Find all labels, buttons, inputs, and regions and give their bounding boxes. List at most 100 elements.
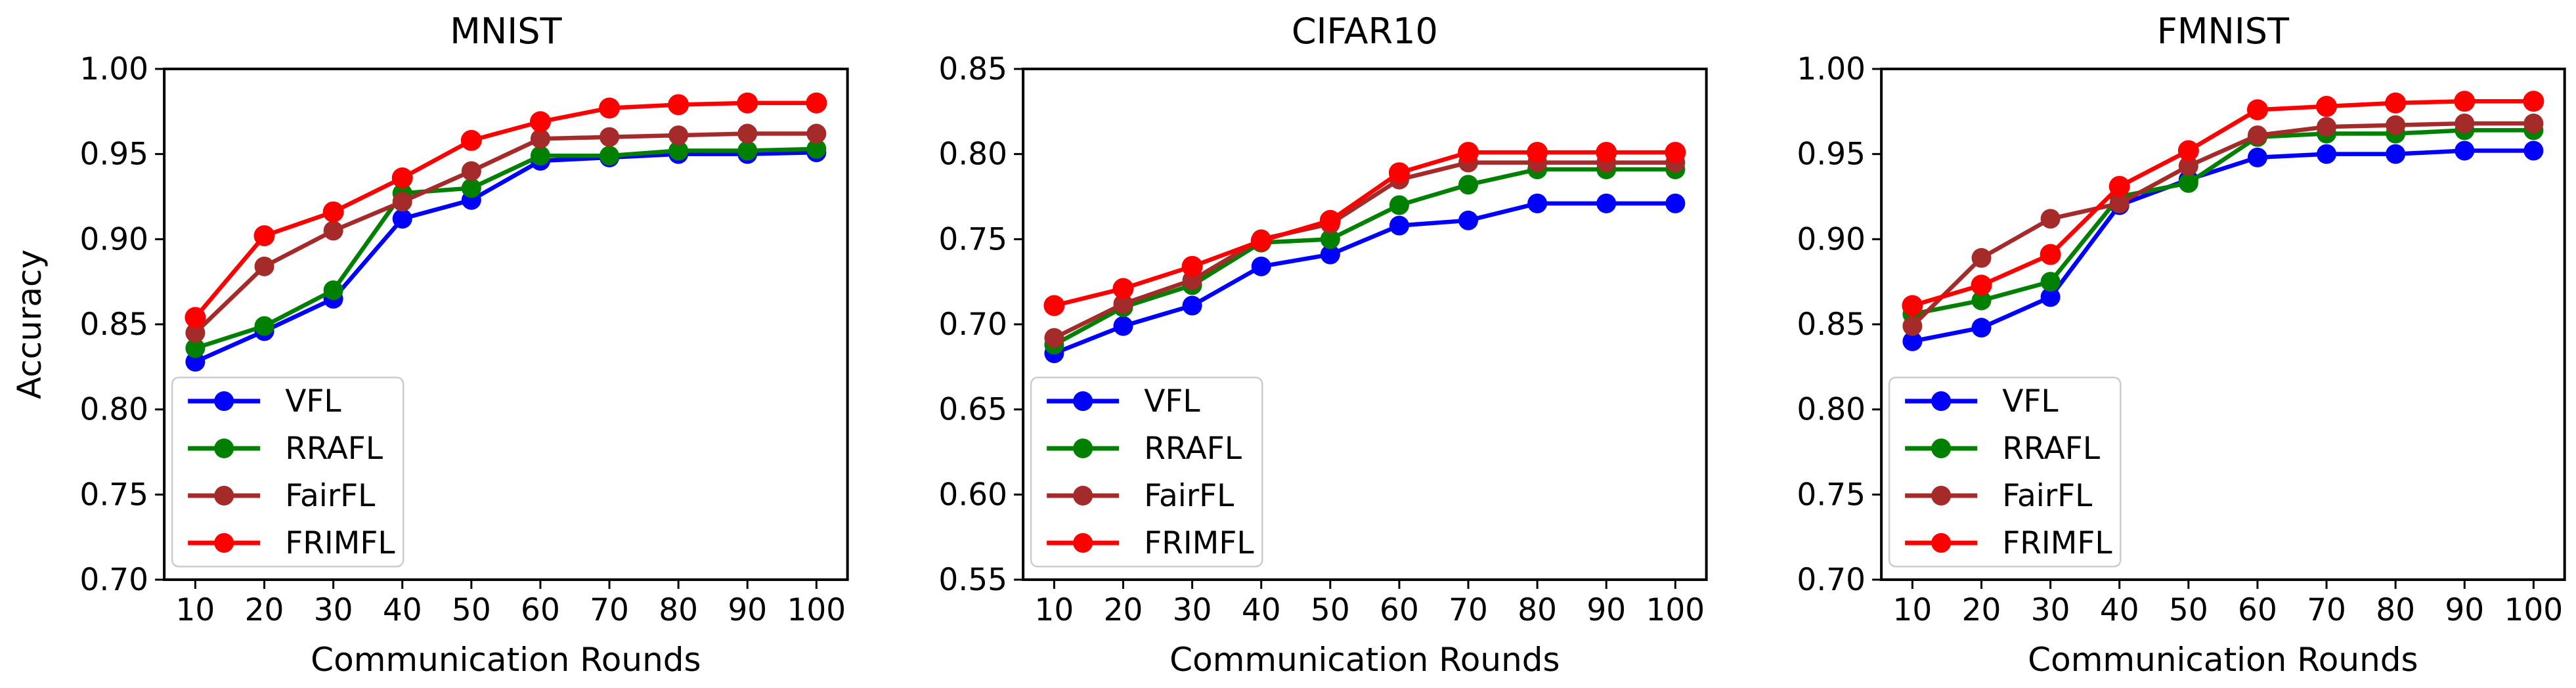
data-point-FRIMFL bbox=[391, 167, 413, 188]
x-tick-label: 40 bbox=[1241, 592, 1280, 628]
y-tick-label: 0.80 bbox=[1797, 392, 1866, 428]
series-line-VFL bbox=[1912, 148, 2534, 344]
x-tick-label: 70 bbox=[1449, 592, 1488, 628]
data-point-RRAFL bbox=[806, 139, 827, 159]
data-point-FairFL bbox=[1113, 293, 1133, 314]
series-line-RRAFL bbox=[1053, 167, 1676, 347]
x-tick-label: 20 bbox=[1103, 592, 1143, 628]
data-point-FRIMFL bbox=[1526, 142, 1548, 163]
data-point-FairFL bbox=[1971, 247, 1992, 268]
data-point-FRIMFL bbox=[1665, 142, 1686, 163]
data-point-VFL bbox=[2317, 144, 2337, 164]
data-point-VFL bbox=[1251, 256, 1271, 276]
x-tick-label: 70 bbox=[590, 592, 629, 628]
x-tick-label: 70 bbox=[2307, 592, 2346, 628]
plot-svg-cifar10: CIFAR10 Communication Rounds 0.85 0.80 0.7… bbox=[938, 11, 1708, 679]
y-axis-label: Accuracy bbox=[11, 249, 49, 399]
axes-frame bbox=[1880, 68, 2567, 581]
data-point-VFL bbox=[392, 209, 412, 229]
x-axis-label: Communication Rounds bbox=[311, 641, 701, 679]
data-point-FairFL bbox=[2386, 115, 2406, 135]
plot-area: 0.85 0.80 0.75 0.70 0.65 0.60 0.55 10 20 30 40 50 60… bbox=[938, 51, 1708, 628]
legend-label-FRIMFL: FRIMFL bbox=[1144, 525, 1254, 561]
legend-entry-VFL: VFL bbox=[188, 383, 341, 419]
x-tick-label: 100 bbox=[2504, 592, 2564, 628]
legend-label-VFL: VFL bbox=[285, 383, 341, 419]
data-point-VFL bbox=[1458, 210, 1478, 230]
y-tick-label: 0.95 bbox=[79, 137, 148, 173]
legend-entry-FairFL: FairFL bbox=[1905, 478, 2093, 514]
data-point-VFL bbox=[1902, 331, 1923, 351]
data-point-FRIMFL bbox=[2109, 175, 2131, 197]
data-point-FRIMFL bbox=[1971, 274, 1992, 296]
series-line-FairFL bbox=[194, 131, 817, 335]
data-point-FairFL bbox=[806, 123, 827, 144]
data-point-FRIMFL bbox=[599, 97, 621, 119]
x-tick-label: 90 bbox=[1586, 592, 1626, 628]
y-tick-label: 0.80 bbox=[79, 392, 148, 428]
data-point-RRAFL bbox=[600, 146, 620, 166]
legend-marker-FairFL bbox=[214, 486, 234, 505]
data-point-VFL bbox=[2523, 140, 2544, 161]
data-point-FairFL bbox=[737, 123, 758, 144]
legend-marker-RRAFL bbox=[214, 439, 234, 458]
legend-marker-VFL bbox=[214, 391, 234, 411]
data-point-FairFL bbox=[185, 322, 206, 343]
data-point-RRAFL bbox=[1971, 290, 1992, 311]
plot-svg-mnist: MNIST Communication Rounds Accuracy 1.00… bbox=[11, 11, 849, 679]
legend-entry-VFL: VFL bbox=[1905, 383, 2059, 419]
axes-frame bbox=[1021, 68, 1708, 581]
legend-entry-RRAFL: RRAFL bbox=[1046, 431, 1242, 467]
legend-marker-VFL bbox=[1072, 391, 1093, 411]
x-tick-label: 40 bbox=[2100, 592, 2139, 628]
series-line-FRIMFL bbox=[1053, 150, 1676, 308]
x-axis-label: Communication Rounds bbox=[1169, 641, 1560, 679]
series-line-FairFL bbox=[1911, 121, 2534, 328]
chart-title: CIFAR10 bbox=[1292, 11, 1438, 52]
y-tick-label: 0.70 bbox=[938, 307, 1007, 343]
legend-entry-RRAFL: RRAFL bbox=[1905, 431, 2100, 467]
data-point-FRIMFL bbox=[253, 225, 275, 247]
data-point-VFL bbox=[185, 352, 206, 372]
data-point-FRIMFL bbox=[1043, 295, 1065, 316]
legend-marker-FairFL bbox=[1931, 486, 1952, 505]
series-line-VFL bbox=[194, 150, 817, 364]
data-point-RRAFL bbox=[668, 140, 689, 161]
x-tick-label: 50 bbox=[1311, 592, 1350, 628]
x-tick-label: 100 bbox=[787, 592, 846, 628]
data-point-FRIMFL bbox=[1902, 295, 1923, 316]
legend-marker-FRIMFL bbox=[1072, 533, 1093, 553]
data-point-FairFL bbox=[1044, 328, 1064, 348]
legend-marker-FairFL bbox=[1072, 486, 1093, 505]
x-tick-label: 30 bbox=[2031, 592, 2070, 628]
data-point-FRIMFL bbox=[1457, 142, 1479, 163]
legend-label-VFL: VFL bbox=[1144, 383, 1200, 419]
data-point-RRAFL bbox=[2179, 173, 2199, 193]
data-point-FRIMFL bbox=[1181, 255, 1203, 277]
data-point-FairFL bbox=[668, 125, 689, 146]
chart-mnist: MNIST Communication Rounds Accuracy 1.00… bbox=[0, 0, 859, 688]
legend-entry-FRIMFL: FRIMFL bbox=[1905, 525, 2112, 561]
legend-marker-RRAFL bbox=[1931, 439, 1952, 458]
series-line-RRAFL bbox=[194, 146, 817, 351]
data-point-FRIMFL bbox=[2178, 140, 2200, 161]
y-tick-label: 0.75 bbox=[79, 477, 148, 513]
series-line-FRIMFL bbox=[193, 100, 817, 319]
x-tick-label: 60 bbox=[1380, 592, 1419, 628]
legend-entry-RRAFL: RRAFL bbox=[188, 431, 383, 467]
chart-fmnist: FMNIST Communication Rounds 1.00 0.95 0.90… bbox=[1717, 0, 2576, 688]
data-point-RRAFL bbox=[323, 280, 343, 301]
data-point-RRAFL bbox=[530, 146, 550, 166]
y-tick-label: 0.90 bbox=[1797, 221, 1866, 257]
data-point-FRIMFL bbox=[2523, 91, 2544, 112]
x-axis-label: Communication Rounds bbox=[2028, 641, 2418, 679]
legend-label-FRIMFL: FRIMFL bbox=[285, 525, 395, 561]
series-line-RRAFL bbox=[1912, 128, 2534, 316]
y-tick-label: 0.55 bbox=[938, 562, 1007, 598]
data-point-FairFL bbox=[2455, 113, 2475, 133]
legend-box bbox=[1030, 376, 1263, 568]
x-tick-label: 40 bbox=[383, 592, 422, 628]
data-point-RRAFL bbox=[185, 338, 206, 358]
data-point-RRAFL bbox=[1389, 195, 1409, 215]
